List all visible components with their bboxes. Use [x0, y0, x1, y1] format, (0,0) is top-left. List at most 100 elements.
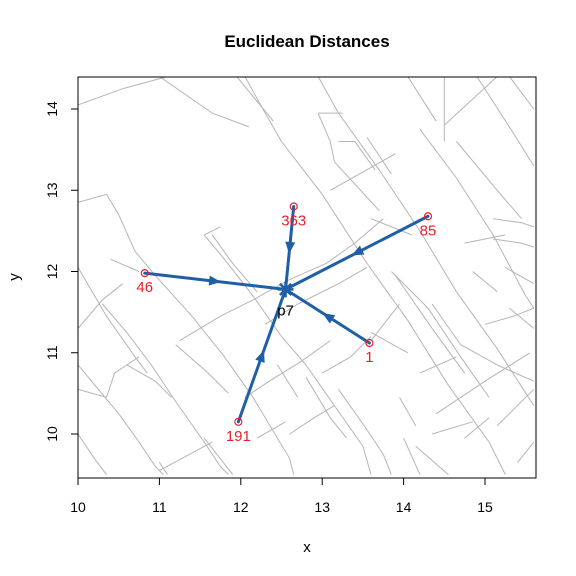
- road-segment: [159, 441, 213, 472]
- road-segment: [496, 388, 535, 427]
- x-tick-label: 11: [152, 499, 167, 515]
- road-segment: [419, 356, 457, 374]
- road-segment: [334, 161, 380, 211]
- road-segment: [415, 445, 449, 475]
- point-label: 363: [281, 213, 306, 230]
- x-tick-label: 10: [70, 499, 86, 515]
- point-marker: [234, 417, 243, 426]
- center-marker-core: [281, 285, 290, 294]
- road-segment: [460, 344, 535, 382]
- arrow-191: [236, 287, 288, 424]
- arrow-head: [351, 245, 365, 256]
- x-tick-label: 13: [314, 499, 330, 515]
- y-tick-label: 12: [44, 264, 60, 280]
- points: 363 85 46 1 191 p7: [136, 202, 437, 445]
- road-segment: [509, 77, 535, 110]
- y-tick-label: 14: [44, 101, 60, 117]
- road-segment: [106, 356, 140, 398]
- road-segment: [370, 331, 408, 354]
- road-segment: [244, 340, 331, 398]
- road-segment: [244, 77, 282, 142]
- road-segment: [456, 141, 522, 220]
- arrow-85: [284, 214, 430, 291]
- point-label: 46: [136, 279, 153, 296]
- road-segment: [443, 77, 498, 126]
- x-tick-label: 14: [396, 499, 412, 515]
- road-segment: [203, 437, 234, 475]
- road-segment: [175, 344, 229, 394]
- point-label: 1: [365, 349, 373, 366]
- arrow-1: [284, 287, 371, 345]
- road-segment: [126, 364, 172, 398]
- point-label: 85: [420, 222, 437, 239]
- road-segment: [78, 77, 168, 106]
- road-network: [78, 77, 535, 475]
- road-segment: [338, 389, 392, 475]
- road-segment: [211, 234, 258, 293]
- x-tick-label: 15: [477, 499, 493, 515]
- x-axis-label: x: [303, 539, 311, 556]
- road-segment: [159, 77, 250, 128]
- road-segment: [78, 364, 164, 475]
- road-segment: [256, 421, 286, 439]
- road-segment: [203, 226, 221, 236]
- road-segment: [78, 388, 107, 398]
- road-segment: [317, 112, 335, 162]
- road-segment: [399, 397, 417, 427]
- road-segment: [509, 307, 535, 329]
- center-label: p7: [277, 302, 294, 319]
- road-segment: [476, 77, 535, 167]
- x-tick-label: 12: [233, 499, 249, 515]
- road-segment: [431, 303, 462, 345]
- road-segment: [203, 234, 372, 475]
- road-segment: [330, 153, 396, 191]
- road-segment: [276, 364, 299, 398]
- road-segment: [338, 141, 376, 171]
- road-segment: [419, 129, 535, 309]
- road-segment: [281, 141, 506, 475]
- road-segment: [321, 336, 372, 374]
- road-segment: [78, 283, 124, 329]
- road-segment: [78, 433, 107, 475]
- road-segment: [110, 258, 140, 272]
- distance-arrows: [143, 205, 430, 424]
- road-segment: [78, 193, 295, 475]
- arrow-head: [255, 349, 265, 363]
- road-segment: [464, 234, 506, 244]
- road-segment: [102, 303, 229, 475]
- road-segment: [484, 307, 534, 325]
- road-segment: [493, 238, 534, 248]
- road-segment: [305, 376, 347, 439]
- arrow-head: [322, 312, 336, 324]
- center-marker: [277, 281, 294, 298]
- road-segment: [505, 266, 535, 285]
- point-marker: [140, 269, 149, 278]
- y-axis: 10 11 12 13 14: [44, 101, 79, 442]
- y-tick-label: 11: [44, 345, 60, 360]
- road-segment: [264, 266, 368, 325]
- point-marker: [365, 338, 374, 348]
- road-segment: [407, 77, 437, 122]
- road-segment: [179, 218, 384, 342]
- road-segment: [391, 271, 490, 398]
- point-marker: [423, 212, 433, 221]
- road-segment: [464, 417, 490, 439]
- chart-title: Euclidean Distances: [224, 32, 389, 51]
- road-segment: [78, 267, 148, 374]
- arrow-head: [208, 275, 222, 286]
- road-segment: [517, 441, 535, 463]
- arrow-363: [284, 205, 296, 291]
- y-tick-label: 10: [44, 426, 60, 442]
- road-segment: [403, 437, 421, 475]
- point-marker: [289, 202, 298, 211]
- road-segment: [289, 405, 335, 435]
- road-segment: [366, 137, 392, 175]
- arrow-head: [285, 241, 296, 254]
- arrow-46: [143, 271, 288, 291]
- road-segment: [236, 77, 274, 122]
- road-segment: [431, 421, 473, 435]
- road-segment: [370, 218, 412, 236]
- road-segment: [493, 218, 534, 228]
- y-axis-label: y: [6, 273, 23, 281]
